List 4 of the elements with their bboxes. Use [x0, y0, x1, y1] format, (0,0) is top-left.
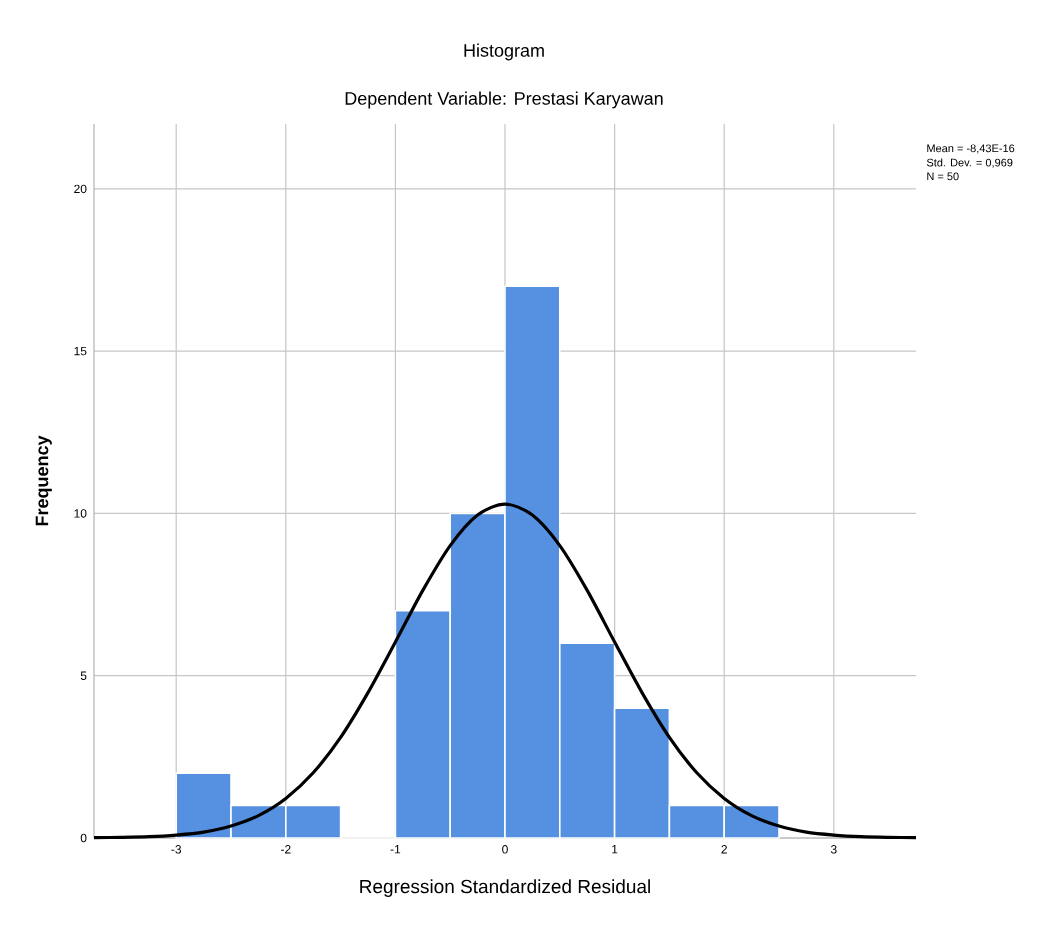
y-axis-title: Frequency — [35, 435, 52, 526]
chart-subtitle: Dependent Variable: Prestasi Karyawan — [345, 91, 663, 109]
x-axis-title: Regression Standardized Residual — [360, 879, 650, 898]
chart-title: Histogram — [464, 43, 544, 61]
